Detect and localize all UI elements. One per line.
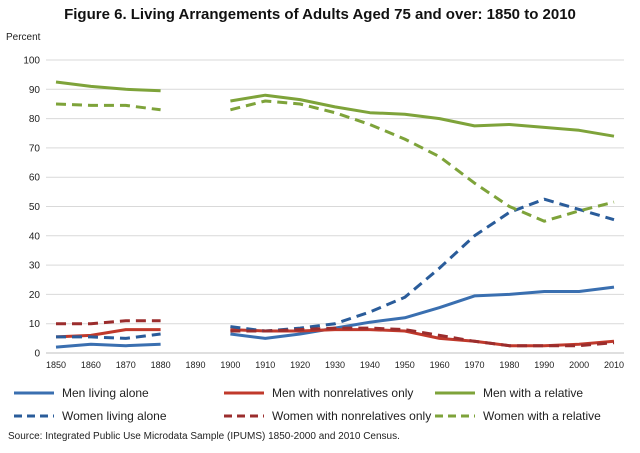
series-line (55, 80, 161, 93)
legend-label: Women living alone (62, 409, 167, 423)
x-tick-label: 1870 (116, 360, 136, 370)
y-tick-label: 90 (29, 85, 41, 96)
x-tick-label: 1910 (255, 360, 275, 370)
legend-label: Women with nonrelatives only (272, 409, 431, 423)
x-tick-label: 1990 (534, 360, 554, 370)
x-tick-label: 1960 (430, 360, 450, 370)
x-tick-label: 1920 (290, 360, 310, 370)
y-tick-label: 80 (29, 114, 41, 125)
y-tick-label: 40 (29, 231, 41, 242)
legend-label: Men living alone (62, 386, 149, 400)
series-line (55, 102, 161, 112)
x-tick-label: 1860 (81, 360, 101, 370)
legend-label: Women with a relative (483, 409, 601, 423)
y-tick-label: 70 (29, 143, 41, 154)
series-line (230, 197, 615, 333)
x-tick-label: 1970 (464, 360, 484, 370)
x-tick-label: 1880 (151, 360, 171, 370)
legend-label: Men with nonrelatives only (272, 386, 413, 400)
x-tick-label: 1950 (395, 360, 415, 370)
y-tick-label: 60 (29, 173, 41, 184)
x-tick-label: 1850 (46, 360, 66, 370)
y-tick-label: 30 (29, 261, 41, 272)
x-tick-label: 1890 (185, 360, 205, 370)
series-line (56, 319, 161, 326)
x-tick-label: 1940 (360, 360, 380, 370)
y-tick-label: 0 (34, 349, 40, 360)
source-note: Source: Integrated Public Use Microdata … (8, 431, 400, 442)
y-tick-label: 50 (29, 202, 41, 213)
series-line (230, 285, 615, 340)
x-tick-label: 2010 (604, 360, 624, 370)
series-line (55, 342, 161, 349)
x-tick-label: 1980 (499, 360, 519, 370)
y-tick-label: 100 (23, 56, 40, 67)
x-tick-label: 2000 (569, 360, 589, 370)
series-line (230, 326, 615, 348)
y-tick-label: 10 (29, 319, 41, 330)
series-line (230, 93, 615, 138)
series-line (56, 332, 161, 340)
chart-title: Figure 6. Living Arrangements of Adults … (64, 6, 576, 23)
legend-label: Men with a relative (483, 386, 583, 400)
series-line (230, 99, 615, 223)
y-axis-label: Percent (6, 32, 41, 43)
y-tick-label: 20 (29, 290, 41, 301)
x-tick-label: 1930 (325, 360, 345, 370)
x-tick-label: 1900 (220, 360, 240, 370)
